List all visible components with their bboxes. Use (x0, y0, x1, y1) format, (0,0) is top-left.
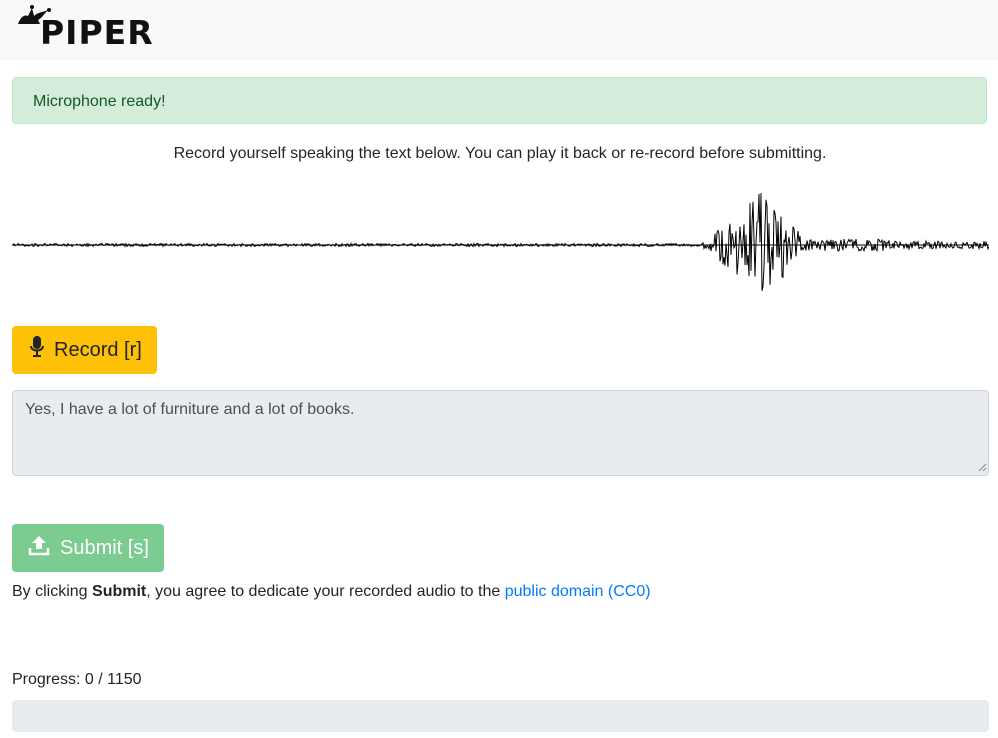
progress-label: Progress: 0 / 1150 (12, 671, 142, 688)
logo-text: PIPER (40, 13, 154, 52)
agreement-prefix: By clicking (12, 583, 93, 600)
agreement-text: By clicking Submit, you agree to dedicat… (12, 582, 651, 602)
navbar: PIPER (0, 0, 998, 60)
agreement-middle: , you agree to dedicate your recorded au… (146, 583, 505, 600)
public-domain-link[interactable]: public domain (CC0) (504, 583, 651, 600)
submit-button-label: Submit [s] (60, 536, 149, 559)
submit-button[interactable]: Submit [s] (12, 524, 164, 572)
microphone-ready-alert: Microphone ready! (12, 77, 987, 124)
logo[interactable]: PIPER (14, 4, 154, 52)
microphone-icon (30, 336, 44, 364)
agreement-submit-bold: Submit (92, 583, 147, 600)
progress-bar (12, 700, 989, 732)
jester-hat-icon (18, 5, 51, 24)
upload-icon (28, 534, 50, 562)
resize-grip-icon[interactable] (977, 462, 987, 472)
instructions-text: Record yourself speaking the text below.… (173, 145, 827, 162)
prompt-textarea[interactable]: Yes, I have a lot of furniture and a lot… (12, 390, 989, 476)
record-button-label: Record [r] (54, 338, 142, 361)
audio-waveform (12, 193, 989, 291)
record-button[interactable]: Record [r] (12, 326, 157, 374)
